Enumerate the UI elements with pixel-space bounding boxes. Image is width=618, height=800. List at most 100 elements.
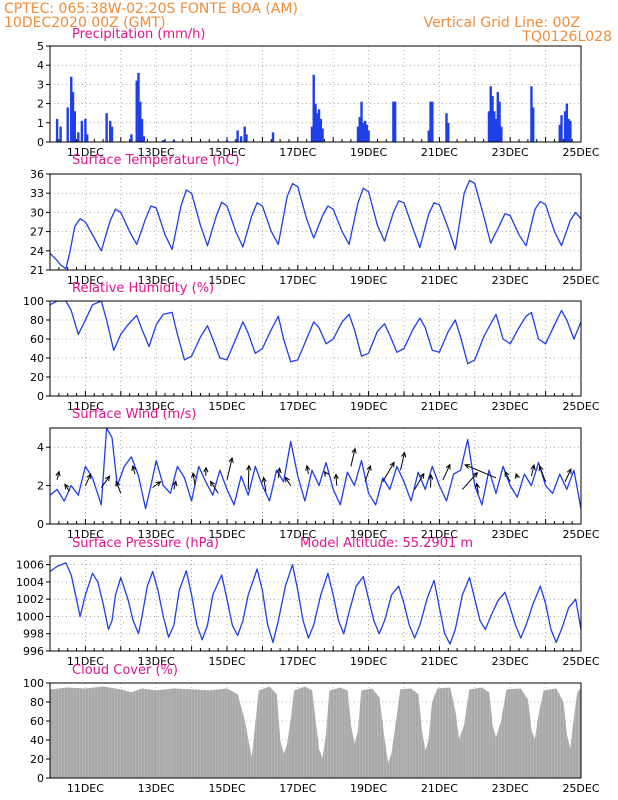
ytick-label-rh: 40 [30,352,44,365]
precip-bar [429,101,432,142]
precip-bar [85,134,89,142]
precip-bar [71,92,75,142]
xtick-label-pres: 25DEC [562,655,599,668]
series-line-rh [50,301,581,365]
ytick-label-precip: 1 [37,117,44,130]
precip-bar [234,140,238,142]
ytick-label-precip: 4 [37,59,44,72]
ytick-label-wind: 4 [37,441,44,454]
wind-arrow [504,471,511,482]
ytick-label-rh: 0 [37,390,44,403]
wind-arrow [100,475,110,488]
panel-frame-cloud [49,682,582,779]
panel-rh: Relative Humidity (%) 0 20 40 60 80 100 11DEC 13… [23,281,600,413]
header-grid-note: Vertical Grid Line: 00Z [424,15,580,31]
wind-arrow-head [464,464,471,469]
wind-arrow-head [203,466,209,473]
wind-arrow-head [401,451,407,458]
xtick-label-wind: 15DEC [208,528,245,541]
wind-arrow [277,468,281,478]
wind-arrow-head [55,470,61,477]
precip-bar [243,126,246,142]
xtick-label-wind: 11DEC [67,528,104,541]
panel-wind: Surface Wind (m/s) 0 2 4 11DEC 13DEC 15DEC 17DE… [37,407,600,541]
wind-arrow-head [366,464,372,471]
ytick-label-temp: 27 [30,226,44,239]
ytick-label-pres: 1000 [16,610,44,623]
wind-arrow-head [514,472,520,479]
xtick-label-cloud: 25DEC [562,782,599,795]
wind-arrow-head [351,447,357,454]
wind-arrow-head [131,464,137,471]
precip-bar [447,122,450,142]
panel-title-cloud: Cloud Cover (%) [72,663,178,678]
precip-bar [225,140,229,142]
wind-arrow-head [284,476,290,483]
precip-bar [487,111,491,142]
ytick-label-cloud: 60 [30,715,44,728]
precip-bar [565,103,569,142]
precip-bar [356,126,360,142]
precip-bar [358,117,361,142]
precip-bar [316,113,319,142]
xtick-label-wind: 13DEC [138,528,175,541]
wind-arrow [64,484,70,492]
ytick-label-temp: 33 [30,187,44,200]
panel-pres: Surface Pressure (hPa) Model Altitude: 55… [16,536,600,668]
precip-bar [162,140,165,142]
wind-arrow-head [86,473,92,480]
precip-bar [73,111,76,142]
precip-bar [140,118,144,142]
wind-arrow-head [419,472,425,479]
panel-frame-wind [49,427,582,525]
precip-bar [393,101,397,142]
precip-bar [239,136,243,142]
precip-bar [491,95,494,142]
wind-arrow-head [305,464,311,471]
xtick-label-precip: 15DEC [208,146,245,159]
wind-arrow-head [333,473,339,480]
precip-bar [108,120,112,142]
plot-area-rh [50,301,581,365]
wind-arrow-head [474,482,480,489]
series-line-wind [50,428,581,510]
wind-arrow [132,465,136,475]
wind-arrow [306,465,309,475]
panel-frame-pres [49,555,582,652]
precip-bar [363,120,367,142]
precip-bar [494,118,498,142]
wind-arrow-head [276,467,282,474]
precip-bar [496,92,500,142]
xtick-label-precip: 21DEC [421,146,458,159]
plot-area-precip [55,72,572,142]
ytick-label-pres: 998 [23,628,44,641]
xtick-label-temp: 11DEC [67,274,104,287]
ytick-label-rh: 60 [30,333,44,346]
xtick-label-temp: 23DEC [492,274,529,287]
wind-arrow-head [389,461,395,468]
precip-bar [563,111,567,142]
precip-bar [498,101,501,142]
panel-annotation-pres: Model Altitude: 55.2901 m [300,536,473,551]
wind-arrow [530,464,535,477]
xtick-label-cloud: 19DEC [350,782,387,795]
xtick-label-pres: 23DEC [492,655,529,668]
series-line-pres [50,562,581,645]
ytick-label-wind: 0 [37,518,44,531]
xtick-label-pres: 19DEC [350,655,387,668]
precip-bar [55,118,59,142]
precip-bar [530,86,533,142]
ytick-label-cloud: 40 [30,734,44,747]
wind-arrow-head [155,480,162,487]
precip-bar [360,101,363,142]
precip-bar [245,134,248,142]
wind-arrow [399,452,406,471]
xtick-label-pres: 11DEC [67,655,104,668]
wind-arrow [226,457,233,480]
ytick-label-temp: 36 [30,168,44,181]
panel-frame-temp [49,173,582,271]
wind-arrow [192,473,196,486]
precip-bar [77,132,80,142]
ytick-label-precip: 5 [37,40,44,53]
panel-title-rh: Relative Humidity (%) [72,281,214,296]
